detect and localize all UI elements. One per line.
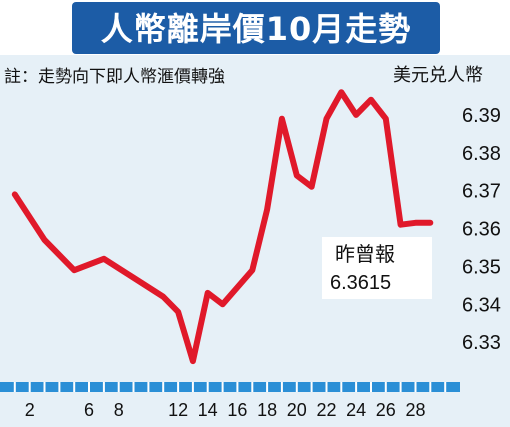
x-tick-mark bbox=[13, 382, 16, 392]
x-tick-mark bbox=[58, 382, 61, 392]
last-value-callout: 昨曾報 6.3615 bbox=[322, 237, 432, 299]
x-tick-mark bbox=[266, 382, 269, 392]
y-tick-label: 6.37 bbox=[462, 181, 501, 203]
x-tick-mark bbox=[444, 382, 447, 392]
x-tick-label: 12 bbox=[168, 400, 188, 420]
x-tick-label: 14 bbox=[198, 400, 218, 420]
x-tick-mark bbox=[295, 382, 298, 392]
x-tick-mark bbox=[73, 382, 76, 392]
x-tick-mark bbox=[43, 382, 46, 392]
x-tick-mark bbox=[325, 382, 328, 392]
x-tick-mark bbox=[340, 382, 343, 392]
x-tick-mark bbox=[370, 382, 372, 392]
x-tick-mark bbox=[429, 382, 432, 392]
x-tick-mark bbox=[280, 382, 283, 392]
x-tick-mark bbox=[251, 382, 254, 392]
x-tick-label: 6 bbox=[84, 400, 94, 420]
plot-panel bbox=[0, 55, 510, 427]
callout-box bbox=[322, 237, 432, 299]
x-tick-mark bbox=[102, 382, 105, 392]
x-tick-mark bbox=[117, 382, 120, 392]
x-tick-mark bbox=[310, 382, 313, 392]
x-tick-label: 2 bbox=[25, 400, 35, 420]
x-tick-mark bbox=[147, 382, 150, 392]
x-axis-bar bbox=[0, 382, 460, 392]
x-tick-mark bbox=[399, 382, 402, 392]
x-tick-label: 20 bbox=[287, 400, 307, 420]
x-tick-label: 26 bbox=[376, 400, 396, 420]
x-tick-label: 22 bbox=[316, 400, 336, 420]
y-tick-label: 6.36 bbox=[462, 219, 501, 241]
y-tick-label: 6.34 bbox=[462, 294, 501, 316]
y-tick-label: 6.38 bbox=[462, 143, 501, 165]
x-tick-mark bbox=[162, 382, 165, 392]
y-tick-label: 6.39 bbox=[462, 105, 501, 127]
x-tick-mark bbox=[355, 382, 358, 392]
x-tick-label: 28 bbox=[405, 400, 425, 420]
title-banner bbox=[72, 2, 440, 54]
x-tick-mark bbox=[88, 382, 90, 392]
x-tick-labels: 2 6 8 12 14 16 18 20 22 24 26 28 bbox=[25, 400, 426, 420]
x-tick-mark bbox=[206, 382, 209, 392]
callout-label: 昨曾報 bbox=[335, 242, 395, 266]
y-tick-label: 6.33 bbox=[462, 332, 501, 354]
x-tick-mark bbox=[384, 382, 387, 392]
series-line bbox=[11, 89, 434, 365]
callout-value: 6.3615 bbox=[330, 272, 391, 294]
x-tick-label: 18 bbox=[257, 400, 277, 420]
x-tick-mark bbox=[28, 382, 31, 392]
y-tick-labels: 6.33 6.34 6.35 6.36 6.37 6.38 6.39 bbox=[462, 105, 501, 354]
x-tick-mark bbox=[132, 382, 135, 392]
x-tick-label: 16 bbox=[227, 400, 247, 420]
chart-note: 註：走勢向下即人幣滙價轉強 bbox=[4, 67, 225, 87]
x-tick-label: 24 bbox=[346, 400, 366, 420]
x-tick-mark bbox=[191, 382, 194, 392]
x-tick-marks bbox=[13, 382, 447, 392]
y-tick-label: 6.35 bbox=[462, 256, 501, 278]
x-tick-mark bbox=[414, 382, 417, 392]
x-tick-mark bbox=[236, 382, 239, 392]
x-tick-mark bbox=[177, 382, 180, 392]
x-tick-label: 8 bbox=[114, 400, 124, 420]
y-axis-unit: 美元兑人幣 bbox=[393, 65, 483, 86]
chart-title: 人幣離岸價10月走勢 bbox=[101, 10, 412, 48]
x-tick-mark bbox=[221, 382, 224, 392]
